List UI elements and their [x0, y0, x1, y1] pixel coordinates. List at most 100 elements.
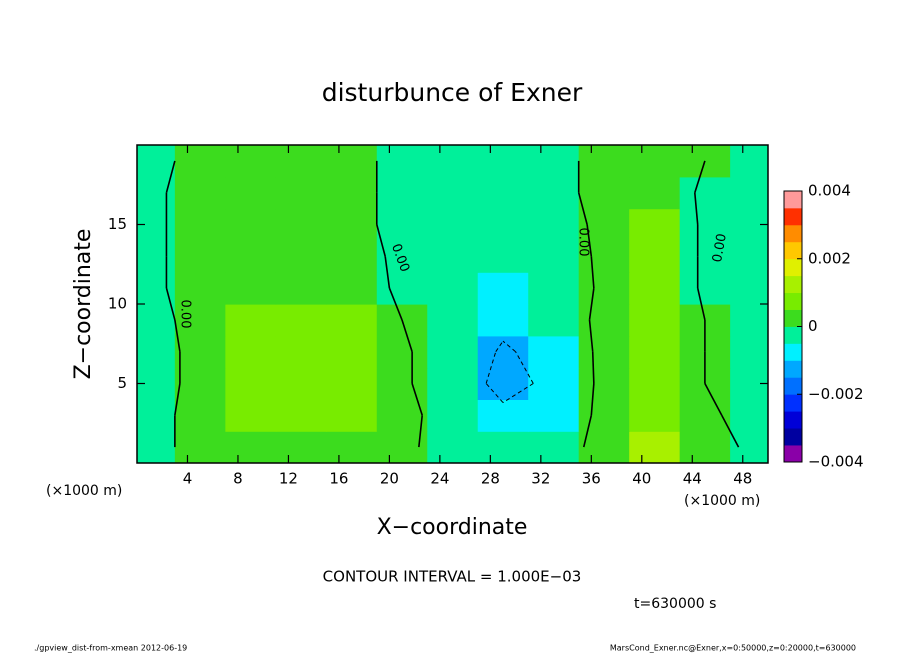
field-cell [477, 335, 529, 369]
field-cell [477, 272, 529, 305]
field-cell [528, 208, 580, 241]
field-cell [174, 431, 226, 463]
field-cell [629, 367, 681, 400]
contour-line [515, 351, 534, 384]
field [137, 145, 768, 463]
contour-label: 0.00 [710, 232, 730, 263]
field-cell [730, 335, 768, 369]
contour-label: 0.00 [178, 300, 193, 329]
colorbar-bin [784, 258, 802, 277]
field-cell [578, 304, 630, 337]
x-tick-label: 8 [233, 470, 243, 488]
contour-line [586, 224, 593, 257]
field-cell [629, 208, 681, 241]
field-cell [477, 145, 529, 178]
colorbar-bin [784, 343, 802, 361]
field-cell [578, 240, 630, 273]
contour-line [495, 340, 504, 352]
x-tick-label: 28 [481, 470, 500, 488]
field-cell [275, 272, 327, 305]
field-cell [477, 304, 529, 337]
colorbar-bin [784, 394, 802, 412]
footer-left: ./gpview_dist-from-xmean 2012-06-19 [34, 644, 187, 653]
contours [165, 160, 740, 448]
field-cell [679, 399, 731, 432]
x-tick-label: 12 [279, 470, 298, 488]
field-cell [174, 208, 226, 241]
colorbar-bin [784, 309, 802, 327]
colorbar-tick-label: 0.004 [808, 182, 851, 200]
field-cell [427, 335, 479, 369]
field-cell [730, 240, 768, 273]
field-cell [326, 335, 378, 369]
field-cell [730, 304, 768, 337]
field-cell [427, 176, 479, 210]
field-cell [477, 399, 529, 432]
field-cell [326, 176, 378, 210]
field-cell [376, 176, 428, 210]
field-cell [629, 272, 681, 305]
colorbar-bin [784, 445, 802, 463]
field-cell [225, 176, 277, 210]
field-cell [225, 145, 277, 178]
field-cell [326, 208, 378, 241]
field-cell [275, 431, 327, 463]
field-cell [137, 335, 176, 369]
y-tick-label: 15 [108, 215, 127, 233]
contour-line [165, 160, 176, 193]
x-tick-label: 16 [329, 470, 348, 488]
field-cell [326, 145, 378, 178]
field-cell [427, 145, 479, 178]
field-cell [225, 367, 277, 400]
colorbar-tick-label: 0.002 [808, 249, 851, 267]
field-cell [528, 399, 580, 432]
x-tick-label: 20 [380, 470, 399, 488]
contour-line [411, 383, 423, 416]
field-cell [629, 145, 681, 178]
field-cell [326, 240, 378, 273]
colorbar-bin [784, 224, 802, 243]
field-cell [174, 335, 226, 369]
contour-line [590, 256, 595, 289]
footer-right: MarsCond_Exner.nc@Exner,x=0:50000,z=0:20… [610, 644, 856, 653]
contour-line [165, 287, 176, 321]
field-cell [174, 145, 226, 178]
field-cell [376, 367, 428, 400]
field-cell [427, 431, 479, 463]
contour-line [591, 351, 595, 384]
x-unit: (×1000 m) [684, 493, 760, 509]
field-cell [477, 240, 529, 273]
field-cell [326, 399, 378, 432]
contour-line [418, 415, 424, 448]
field-cell [275, 208, 327, 241]
field-cell [679, 240, 731, 273]
field-cell [528, 176, 580, 210]
field-cell [730, 176, 768, 210]
field-cell [730, 431, 768, 463]
field-cell [174, 367, 226, 400]
field-cell [477, 431, 529, 463]
field-cell [679, 431, 731, 463]
field-cell [174, 272, 226, 305]
field-cell [137, 399, 176, 432]
contour-line [704, 383, 723, 416]
field-cell [528, 145, 580, 178]
contour-label: 0.00 [576, 228, 591, 257]
chart-title: disturbunce of Exner [322, 78, 583, 107]
field-cell [629, 431, 681, 463]
contour-line [174, 319, 181, 352]
field-cell [578, 399, 630, 432]
colorbar-bin [784, 207, 802, 226]
field-cell [578, 367, 630, 400]
field-cell [275, 399, 327, 432]
field-cell [528, 335, 580, 369]
field-cell [137, 240, 176, 273]
field-cell [225, 335, 277, 369]
contour-interval: CONTOUR INTERVAL = 1.000E−03 [323, 568, 582, 586]
field-cell [137, 145, 176, 178]
field-cell [225, 431, 277, 463]
colorbar-bin [784, 360, 802, 378]
field-cell [137, 304, 176, 337]
